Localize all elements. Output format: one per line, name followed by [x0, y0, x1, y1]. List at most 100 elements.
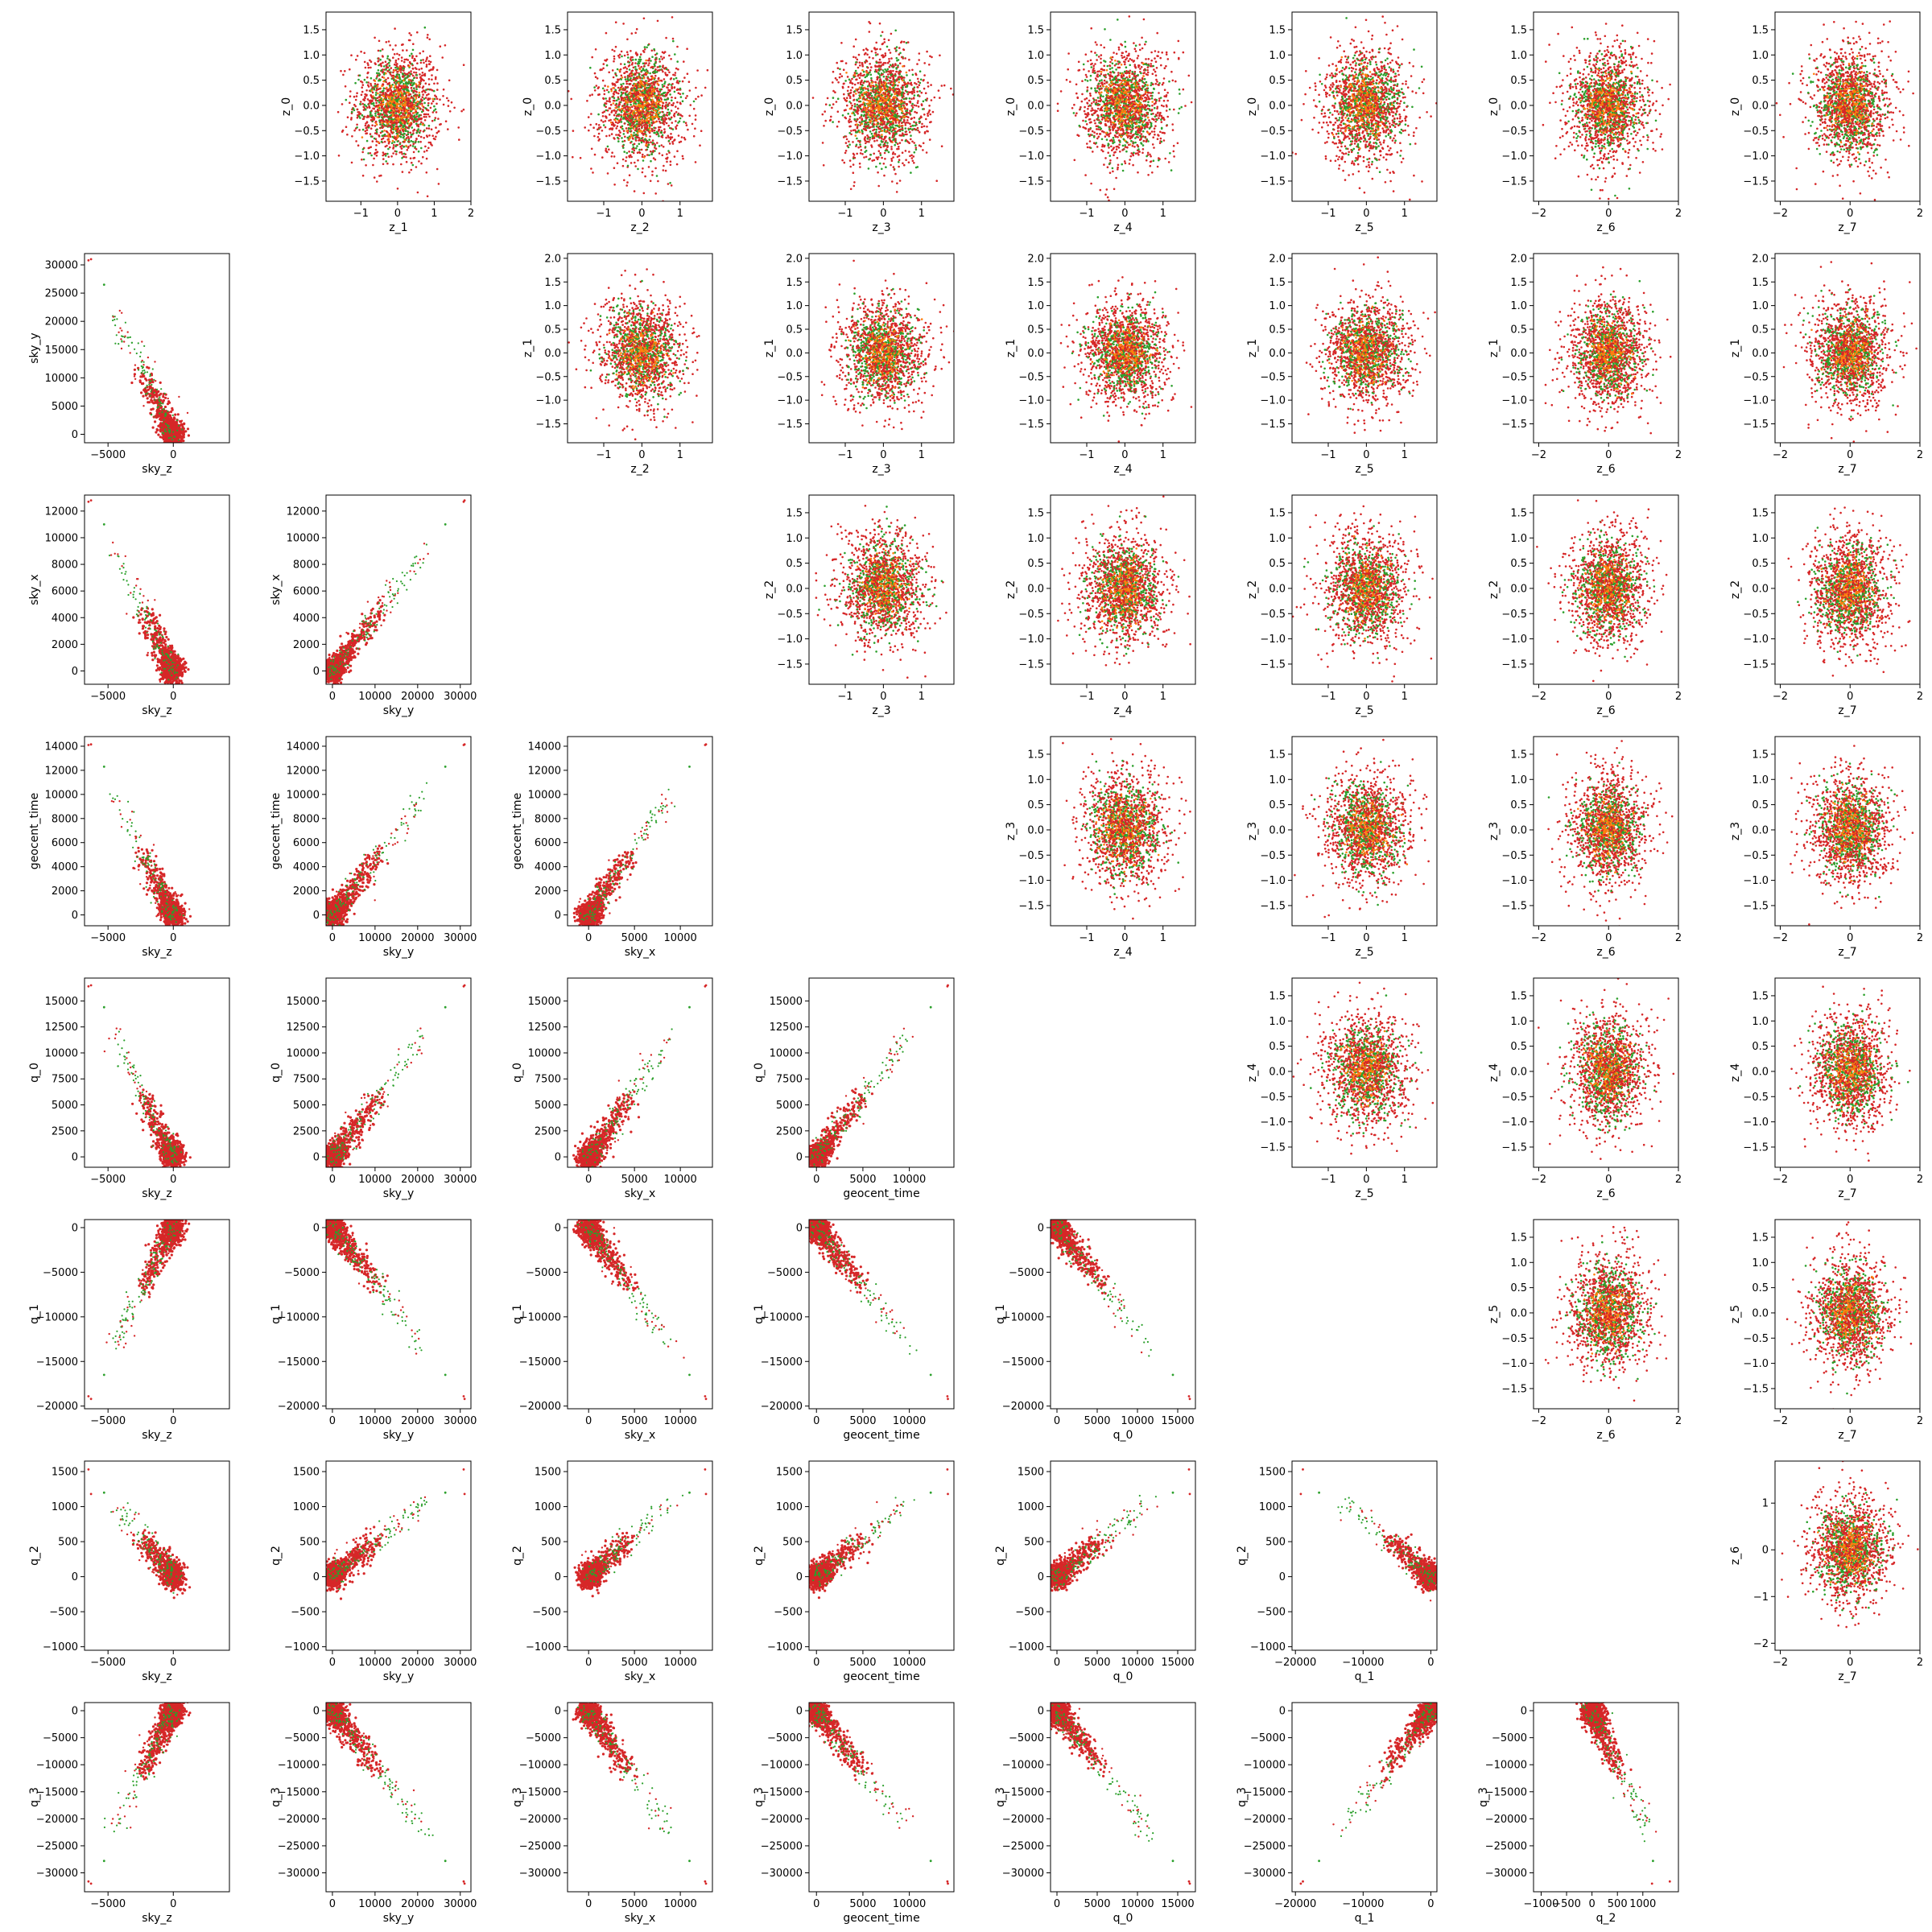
data-point — [402, 104, 405, 106]
y-tick-label: 1.5 — [303, 24, 320, 36]
data-point — [369, 133, 372, 135]
data-point — [341, 130, 344, 133]
data-point — [695, 98, 697, 101]
data-point — [643, 101, 646, 103]
data-point — [658, 152, 661, 155]
data-point — [682, 158, 684, 160]
data-point — [649, 135, 651, 138]
data-point — [437, 118, 440, 120]
data-point — [846, 105, 848, 107]
data-point — [357, 109, 359, 111]
data-point — [630, 137, 632, 139]
data-point — [686, 47, 688, 50]
data-point — [362, 84, 365, 86]
data-point — [390, 117, 392, 119]
data-point — [387, 101, 390, 104]
data-point — [392, 72, 394, 74]
data-point — [869, 137, 872, 139]
data-point — [390, 67, 393, 69]
data-point — [881, 127, 883, 130]
data-point — [613, 60, 615, 63]
data-point — [835, 77, 837, 80]
data-point — [647, 112, 650, 114]
data-point — [401, 157, 403, 159]
data-point — [628, 127, 630, 130]
data-point — [621, 56, 623, 58]
data-point — [589, 67, 592, 69]
data-point — [387, 67, 390, 69]
data-point — [375, 94, 378, 97]
data-point — [371, 117, 374, 119]
data-point — [382, 116, 385, 118]
data-point — [879, 59, 881, 61]
data-point — [378, 40, 381, 43]
data-point — [433, 83, 436, 85]
data-point — [683, 60, 685, 63]
data-point — [379, 123, 382, 126]
data-point — [899, 180, 902, 182]
data-point — [650, 160, 652, 163]
data-point — [362, 175, 365, 177]
data-point — [632, 93, 634, 95]
data-point — [842, 87, 844, 89]
data-point — [881, 134, 883, 136]
data-point — [421, 75, 423, 77]
data-point — [855, 93, 857, 95]
data-point — [621, 111, 623, 114]
data-point — [890, 57, 893, 60]
data-point — [646, 105, 648, 107]
data-point — [887, 73, 890, 76]
data-point — [641, 142, 643, 144]
data-point — [683, 137, 686, 139]
data-point — [638, 119, 640, 122]
data-point — [601, 119, 603, 122]
data-point — [609, 114, 611, 116]
data-point — [391, 132, 394, 134]
data-point — [598, 133, 601, 135]
data-point — [658, 99, 660, 101]
data-point — [670, 138, 672, 140]
data-point — [618, 134, 621, 136]
data-point — [632, 59, 634, 61]
data-point — [415, 109, 417, 111]
data-point — [650, 111, 653, 114]
data-point — [861, 62, 864, 64]
data-point — [658, 97, 660, 99]
data-point — [401, 109, 403, 112]
data-point — [615, 127, 617, 130]
data-point — [878, 131, 881, 134]
data-point — [420, 60, 423, 62]
data-point — [436, 89, 439, 91]
data-point — [410, 34, 412, 36]
data-point — [910, 134, 912, 137]
x-tick-label: 2 — [468, 208, 474, 220]
data-point — [605, 135, 608, 138]
data-point — [661, 69, 663, 72]
data-point — [394, 53, 396, 56]
data-point — [432, 111, 435, 114]
data-point — [413, 121, 415, 123]
data-point — [617, 115, 620, 118]
data-point — [393, 102, 395, 105]
data-point — [861, 114, 863, 117]
data-point — [403, 133, 406, 135]
data-point — [634, 122, 636, 124]
data-point — [660, 56, 663, 58]
data-point — [621, 75, 623, 77]
data-point — [871, 95, 873, 97]
data-point — [690, 104, 692, 106]
data-point — [839, 76, 841, 79]
data-point — [408, 65, 411, 68]
data-point — [435, 108, 437, 110]
data-point — [395, 116, 398, 118]
data-point — [892, 139, 894, 142]
data-point — [407, 97, 409, 100]
data-point — [379, 59, 382, 61]
data-point — [926, 126, 928, 128]
data-point — [648, 62, 650, 64]
data-point — [584, 126, 586, 129]
data-point — [435, 78, 437, 80]
data-point — [414, 58, 416, 60]
data-point — [401, 60, 403, 62]
data-point — [686, 124, 688, 126]
